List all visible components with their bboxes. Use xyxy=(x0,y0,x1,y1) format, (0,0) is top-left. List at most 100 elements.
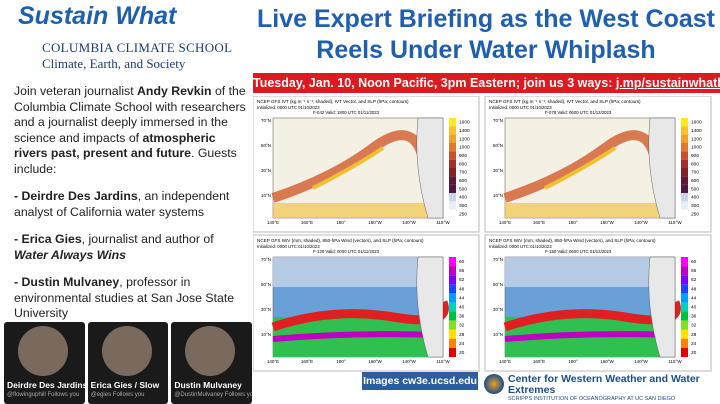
river xyxy=(503,130,660,203)
follow-note: Follows you xyxy=(112,392,145,398)
colorbar-label: 250 xyxy=(691,211,699,217)
lat-label: 70°N xyxy=(493,118,503,123)
colorbar-cell xyxy=(449,284,456,294)
map-init: Initialized: 0000 UTC 01/10/2023 xyxy=(257,244,320,249)
colorbar-label: 36 xyxy=(691,314,697,320)
colorbar-cell xyxy=(449,134,456,143)
colorbar-cell xyxy=(449,151,456,160)
lat-label: 70°N xyxy=(493,257,503,262)
credit: Images cw3e.ucsd.edu xyxy=(362,372,478,390)
land xyxy=(648,117,676,219)
brand-title: Sustain What xyxy=(18,2,177,30)
lat-label: 10°N xyxy=(261,332,271,337)
map-panel: NCEP GFS IWV (mm; shaded), 850-hPa Wind … xyxy=(253,234,480,372)
guest-name: - Erica Gies xyxy=(14,232,82,246)
colorbar-label: 1200 xyxy=(691,136,702,142)
colorbar-label: 700 xyxy=(459,170,467,176)
profiles: Deirdre Des Jardins @flowinguphill Follow… xyxy=(4,322,253,404)
handle: @DustinMulvaney xyxy=(174,392,224,398)
colorbar-cell xyxy=(681,134,688,143)
colorbar-cell xyxy=(681,302,688,312)
lon-label: 140°W xyxy=(402,359,416,364)
colorbar-cell xyxy=(681,338,688,348)
lon-label: 115°W xyxy=(668,359,682,364)
lon-label: 180° xyxy=(568,220,578,225)
banner-text: Tuesday, Jan. 10, Noon Pacific, 3pm East… xyxy=(253,76,616,90)
lat-label: 70°N xyxy=(261,257,271,262)
land xyxy=(416,256,444,358)
colorbar-label: 60 xyxy=(459,259,465,265)
colorbar-label: 32 xyxy=(691,323,697,329)
colorbar-cell xyxy=(449,126,456,135)
lon-label: 160°W xyxy=(368,220,382,225)
colorbar-cell xyxy=(449,118,456,127)
colorbar-label: 48 xyxy=(691,286,697,292)
lon-label: 180° xyxy=(568,359,578,364)
colorbar-label: 600 xyxy=(459,178,467,184)
profile-handle: @flowinguphill Follows you xyxy=(7,392,79,398)
river xyxy=(271,130,428,203)
lat-label: 30°N xyxy=(493,168,503,173)
colorbar-label: 24 xyxy=(459,341,465,347)
map-valid: F-150 Valid: 0600 UTC 01/13/2023 xyxy=(545,249,612,254)
tropics xyxy=(273,203,443,218)
lon-label: 160°W xyxy=(600,220,614,225)
lon-label: 140°E xyxy=(267,220,279,225)
land xyxy=(648,256,676,358)
colorbar-label: 28 xyxy=(459,332,465,338)
colorbar-cell xyxy=(449,347,456,357)
link[interactable]: j.mp/sustainwhatlive xyxy=(615,76,720,90)
colorbar-label: 1600 xyxy=(459,120,470,126)
colorbar-cell xyxy=(681,143,688,152)
colorbar-cell xyxy=(449,311,456,321)
guest-desc: , an independent analyst of California w… xyxy=(14,189,230,219)
text: . Guests include: xyxy=(14,146,237,176)
colorbar-label: 20 xyxy=(459,350,465,356)
colorbar-label: 800 xyxy=(691,161,699,167)
colorbar-label: 40 xyxy=(459,305,465,311)
map-title: NCEP GFS IVT (kg m⁻¹ s⁻¹; shaded), IVT V… xyxy=(257,99,409,104)
topic: atmospheric rivers past, present and fut… xyxy=(14,130,216,161)
colorbar-label: 800 xyxy=(459,161,467,167)
colorbar-cell xyxy=(681,209,688,218)
center-name: Center for Western Weather and Water Ext… xyxy=(508,373,700,396)
map-title: NCEP GFS IWV (mm; shaded), 850-hPa Wind … xyxy=(489,238,656,243)
colorbar-cell xyxy=(449,266,456,276)
colorbar-cell xyxy=(681,151,688,160)
colorbar-label: 20 xyxy=(691,350,697,356)
tagline: Climate, Earth, and Society xyxy=(42,56,186,71)
map-panel: NCEP GFS IWV (mm; shaded), 850-hPa Wind … xyxy=(484,234,712,372)
colorbar-label: 700 xyxy=(691,170,699,176)
colorbar-label: 52 xyxy=(691,277,697,283)
logo xyxy=(484,374,504,394)
follow-note: Follows you xyxy=(224,392,253,398)
lon-label: 180° xyxy=(336,220,346,225)
map-init: Initialized: 0000 UTC 01/10/2023 xyxy=(489,244,552,249)
river-core xyxy=(544,146,617,190)
colorbar-label: 24 xyxy=(691,341,697,347)
text: Join veteran journalist xyxy=(14,84,138,98)
colorbar-cell xyxy=(449,176,456,185)
lon-label: 160°E xyxy=(301,220,313,225)
banner: Tuesday, Jan. 10, Noon Pacific, 3pm East… xyxy=(253,73,720,93)
colorbar-cell xyxy=(449,168,456,177)
colorbar-cell xyxy=(449,201,456,210)
lon-label: 140°E xyxy=(499,220,511,225)
dry xyxy=(505,257,675,287)
profile-card: Dustin Mulvaney @DustinMulvaney Follows y… xyxy=(171,322,253,404)
lon-label: 115°W xyxy=(668,220,682,225)
colorbar-cell xyxy=(449,193,456,202)
profile-name: Dustin Mulvaney xyxy=(174,380,242,390)
dry xyxy=(273,257,443,287)
colorbar-label: 56 xyxy=(459,268,465,274)
colorbar-label: 44 xyxy=(691,295,697,301)
river-core xyxy=(312,146,385,190)
lon-label: 160°W xyxy=(368,359,382,364)
map-init: Initialized: 0000 UTC 01/10/2023 xyxy=(257,105,320,110)
colorbar-cell xyxy=(449,302,456,312)
lon-label: 115°W xyxy=(436,359,450,364)
profile-card: Erica Gies / Slow @egies Follows you xyxy=(87,322,169,404)
lat-label: 30°N xyxy=(493,307,503,312)
colorbar-cell xyxy=(681,193,688,202)
colorbar-cell xyxy=(681,159,688,168)
